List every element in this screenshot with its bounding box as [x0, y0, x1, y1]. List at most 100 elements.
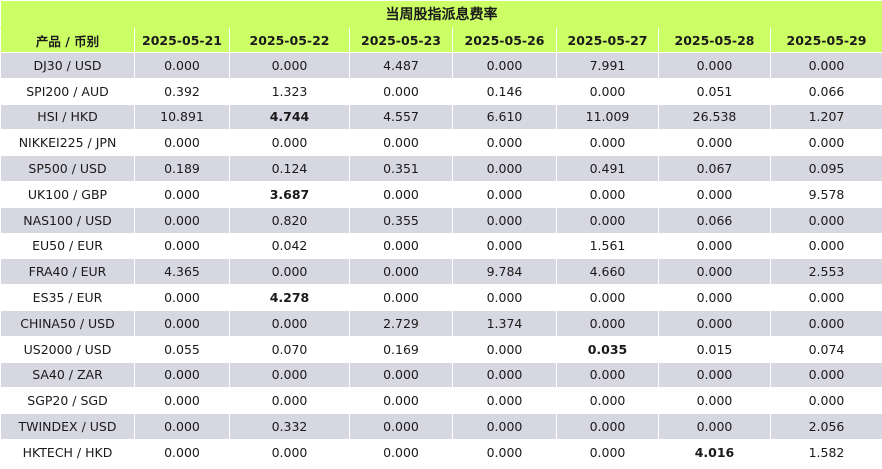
- column-header-date: 2025-05-23: [349, 27, 453, 53]
- rate-cell: 0.000: [349, 284, 453, 311]
- rate-cell: 0.000: [658, 129, 771, 157]
- table-row: UK100 / GBP 0.000 3.687 0.000 0.000 0.000 0.00…: [0, 180, 882, 208]
- product-cell: SA40 / ZAR: [0, 361, 135, 389]
- rate-cell: 0.000: [134, 309, 230, 337]
- rate-cell: 0.000: [556, 387, 659, 415]
- rate-cell: 0.035: [556, 335, 659, 363]
- rate-cell: 0.000: [134, 438, 230, 466]
- rate-cell: 4.365: [134, 258, 230, 286]
- rate-cell: 0.491: [556, 155, 659, 182]
- rate-cell: 9.578: [770, 180, 882, 208]
- rate-cell: 0.351: [349, 155, 453, 182]
- table-row: NAS100 / USD 0.000 0.820 0.355 0.000 0.000 0.0…: [0, 206, 882, 234]
- rate-cell: 0.000: [229, 52, 350, 79]
- rate-cell: 0.067: [658, 155, 771, 182]
- product-cell: HSI / HKD: [0, 103, 135, 131]
- rate-cell: 7.991: [556, 52, 659, 79]
- rate-cell: 0.000: [349, 180, 453, 208]
- rate-cell: 0.000: [452, 52, 557, 79]
- rate-cell: 0.070: [229, 335, 350, 363]
- table-row: FRA40 / EUR 4.365 0.000 0.000 9.784 4.660 0.00…: [0, 258, 882, 286]
- rate-cell: 0.000: [658, 309, 771, 337]
- rate-cell: 0.000: [452, 438, 557, 466]
- table-row: ES35 / EUR 0.000 4.278 0.000 0.000 0.000 0.000…: [0, 284, 882, 311]
- rate-cell: 0.332: [229, 413, 350, 440]
- product-cell: HKTECH / HKD: [0, 438, 135, 466]
- rate-cell: 0.000: [229, 258, 350, 286]
- product-cell: SP500 / USD: [0, 155, 135, 182]
- rate-cell: 0.000: [134, 232, 230, 260]
- title-row: 当周股指派息费率: [0, 0, 882, 28]
- rate-cell: 0.000: [349, 258, 453, 286]
- rate-cell: 1.323: [229, 77, 350, 105]
- rate-cell: 0.000: [770, 309, 882, 337]
- table-row: NIKKEI225 / JPN 0.000 0.000 0.000 0.000 0.000…: [0, 129, 882, 157]
- rate-cell: 0.000: [658, 52, 771, 79]
- product-cell: EU50 / EUR: [0, 232, 135, 260]
- rate-cell: 0.000: [556, 438, 659, 466]
- product-cell: DJ30 / USD: [0, 52, 135, 79]
- rate-cell: 0.000: [349, 387, 453, 415]
- rate-cell: 0.000: [134, 284, 230, 311]
- rate-cell: 0.042: [229, 232, 350, 260]
- rate-cell: 0.124: [229, 155, 350, 182]
- rate-cell: 1.561: [556, 232, 659, 260]
- rate-cell: 0.000: [134, 206, 230, 234]
- rate-cell: 9.784: [452, 258, 557, 286]
- column-header-date: 2025-05-28: [658, 27, 771, 53]
- rate-cell: 0.000: [770, 284, 882, 311]
- table-row: SPI200 / AUD 0.392 1.323 0.000 0.146 0.000 0.0…: [0, 77, 882, 105]
- rate-cell: 0.000: [349, 232, 453, 260]
- table-row: CHINA50 / USD 0.000 0.000 2.729 1.374 0.000 0.…: [0, 309, 882, 337]
- rate-cell: 0.000: [229, 361, 350, 389]
- rate-cell: 4.016: [658, 438, 771, 466]
- table-row: HSI / HKD 10.891 4.744 4.557 6.610 11.009 26.5…: [0, 103, 882, 131]
- rate-cell: 0.000: [452, 129, 557, 157]
- product-cell: NAS100 / USD: [0, 206, 135, 234]
- rate-cell: 0.000: [452, 155, 557, 182]
- rate-cell: 0.000: [770, 387, 882, 415]
- rate-cell: 0.000: [229, 438, 350, 466]
- rate-cell: 0.000: [658, 387, 771, 415]
- product-cell: CHINA50 / USD: [0, 309, 135, 337]
- rate-cell: 0.000: [658, 413, 771, 440]
- table-row: SGP20 / SGD 0.000 0.000 0.000 0.000 0.000 0.00…: [0, 387, 882, 415]
- rate-cell: 0.392: [134, 77, 230, 105]
- rate-cell: 0.000: [134, 387, 230, 415]
- rate-cell: 0.000: [556, 284, 659, 311]
- table-row: SA40 / ZAR 0.000 0.000 0.000 0.000 0.000 0.000…: [0, 361, 882, 389]
- rate-cell: 0.000: [134, 180, 230, 208]
- rate-cell: 0.000: [349, 438, 453, 466]
- rate-cell: 0.146: [452, 77, 557, 105]
- rate-cell: 0.066: [658, 206, 771, 234]
- product-cell: ES35 / EUR: [0, 284, 135, 311]
- rate-cell: 0.000: [452, 284, 557, 311]
- rate-cell: 0.000: [770, 232, 882, 260]
- rate-cell: 0.095: [770, 155, 882, 182]
- rate-cell: 0.074: [770, 335, 882, 363]
- rate-cell: 0.066: [770, 77, 882, 105]
- product-cell: NIKKEI225 / JPN: [0, 129, 135, 157]
- rate-cell: 4.487: [349, 52, 453, 79]
- table-body: DJ30 / USD 0.000 0.000 4.487 0.000 7.991 0.000…: [0, 52, 882, 466]
- rate-cell: 4.744: [229, 103, 350, 131]
- product-cell: US2000 / USD: [0, 335, 135, 363]
- rate-cell: 0.051: [658, 77, 771, 105]
- rate-cell: 0.000: [452, 232, 557, 260]
- rate-cell: 0.189: [134, 155, 230, 182]
- table-row: US2000 / USD 0.055 0.070 0.169 0.000 0.035 0.0…: [0, 335, 882, 363]
- product-cell: FRA40 / EUR: [0, 258, 135, 286]
- rate-cell: 0.000: [556, 77, 659, 105]
- product-cell: UK100 / GBP: [0, 180, 135, 208]
- column-header-date: 2025-05-21: [134, 27, 230, 53]
- rate-cell: 0.169: [349, 335, 453, 363]
- rate-cell: 0.000: [556, 180, 659, 208]
- rate-cell: 2.553: [770, 258, 882, 286]
- rate-cell: 0.055: [134, 335, 230, 363]
- rate-cell: 0.000: [658, 258, 771, 286]
- rate-cell: 0.015: [658, 335, 771, 363]
- rate-cell: 4.660: [556, 258, 659, 286]
- rate-cell: 0.000: [770, 206, 882, 234]
- rate-cell: 0.000: [452, 413, 557, 440]
